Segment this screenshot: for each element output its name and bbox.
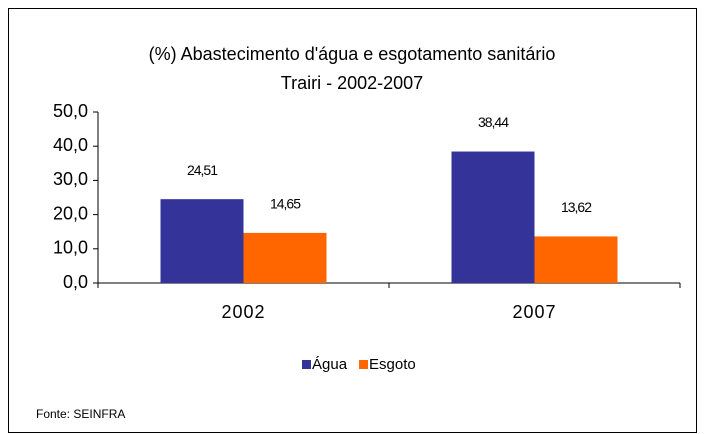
x-tick-label: 2007 xyxy=(512,302,556,322)
bar xyxy=(451,151,535,283)
legend-label: Esgoto xyxy=(369,356,416,373)
y-tick-label: 20,0 xyxy=(53,203,88,223)
bar xyxy=(534,236,618,283)
y-tick-label: 30,0 xyxy=(53,169,88,189)
chart-title: (%) Abastecimento d'água e esgotamento s… xyxy=(149,44,556,64)
value-label: 38,44 xyxy=(478,114,509,130)
footnote: Fonte: SEINFRA xyxy=(36,407,125,421)
x-tick-label: 2002 xyxy=(221,302,265,322)
value-label: 24,51 xyxy=(187,162,218,178)
legend-swatch xyxy=(359,360,369,369)
y-tick-label: 0,0 xyxy=(63,272,88,292)
chart-frame xyxy=(8,8,697,433)
legend-label: Água xyxy=(312,356,348,373)
legend-swatch xyxy=(302,360,311,369)
y-tick-label: 10,0 xyxy=(53,238,88,258)
value-label: 13,62 xyxy=(561,199,592,215)
value-label: 14,65 xyxy=(270,196,301,212)
y-tick-label: 50,0 xyxy=(53,101,88,121)
y-tick-label: 40,0 xyxy=(53,135,88,155)
bar xyxy=(243,232,327,283)
bar xyxy=(160,199,244,283)
chart-subtitle: Trairi - 2002-2007 xyxy=(281,73,423,93)
